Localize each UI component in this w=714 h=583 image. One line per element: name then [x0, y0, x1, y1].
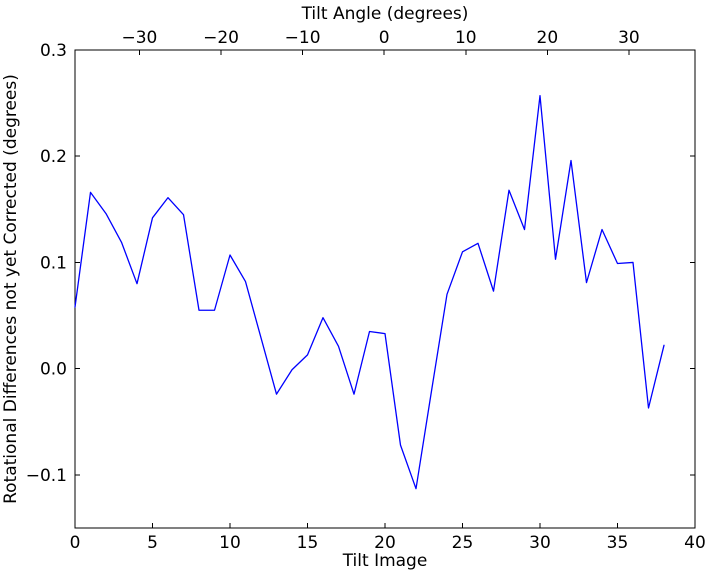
y-axis-label: Rotational Differences not yet Corrected…: [1, 74, 21, 504]
y-tick-label: 0.2: [40, 147, 67, 167]
plot-border: [74, 49, 696, 529]
top-x-tick-label: −30: [122, 28, 158, 48]
top-x-tick-label: −10: [285, 28, 321, 48]
top-x-tick-label: 0: [379, 28, 390, 48]
y-tick-label: 0.1: [40, 253, 67, 273]
y-tick-label: −0.1: [26, 466, 67, 486]
x-tick-label: 35: [607, 533, 629, 553]
x-tick-label: 10: [219, 533, 241, 553]
x-tick-label: 15: [297, 533, 319, 553]
axis-ticks: [74, 49, 696, 528]
x-tick-label: 30: [529, 533, 551, 553]
x-tick-label: 0: [70, 533, 81, 553]
top-x-tick-label: 20: [537, 28, 559, 48]
y-tick-label: 0.3: [40, 41, 67, 61]
top-axis-title: Tilt Angle (degrees): [301, 4, 469, 24]
y-tick-label: 0.0: [40, 360, 67, 380]
x-tick-label: 5: [147, 533, 158, 553]
x-tick-label: 20: [374, 533, 396, 553]
x-tick-label: 25: [452, 533, 474, 553]
top-x-tick-label: 10: [455, 28, 477, 48]
x-tick-label: 40: [684, 533, 706, 553]
data-line-series: [74, 95, 665, 490]
x-axis-label: Tilt Image: [342, 551, 428, 571]
top-x-tick-label: 30: [618, 28, 640, 48]
axis-tick-labels: 0 5 10 15 20 25 30 35 40 −30 −20 −10 0 10 20 30 −0.1 0.0 0…: [26, 28, 706, 553]
top-x-tick-label: −20: [203, 28, 239, 48]
